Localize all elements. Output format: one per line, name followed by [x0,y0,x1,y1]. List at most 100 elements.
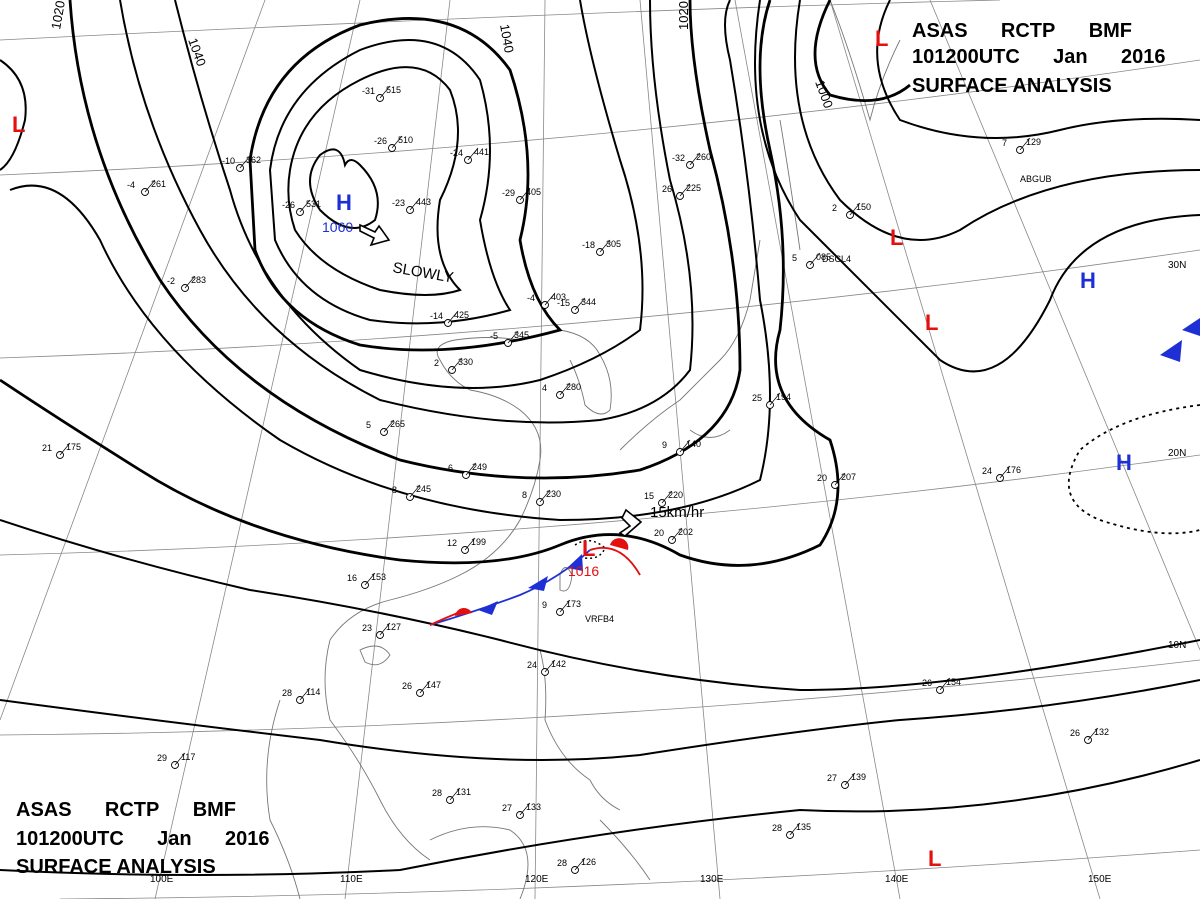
wind-barb [689,152,701,166]
station-pressure: 114 [306,687,320,697]
station-pressure: 175 [66,442,81,452]
coastline-philippines [539,649,651,881]
wind-barb [464,537,476,551]
movement-speed-label: 15km/hr [650,504,704,521]
isobar [268,39,512,325]
station-temperature: 26 [1070,728,1080,738]
station-temperature: 23 [362,623,372,633]
wind-barb [661,490,673,504]
wind-barb [679,439,691,453]
wind-barb [174,752,186,766]
wind-barb [447,310,459,324]
wind-barb [379,622,391,636]
wind-barb [465,462,477,476]
low-pressure-marker: L [928,846,941,871]
cold-front-barb [567,554,583,571]
station-temperature: 20 [654,528,664,538]
latitude-line [0,454,1200,556]
latitude-label: 30N [1168,260,1186,271]
station-temperature: 28 [772,823,782,833]
cold-front-barb [478,601,498,615]
longitude-label: 140E [885,874,909,885]
isobar [754,0,1200,373]
station-temperature: 26 [922,678,932,688]
coastline-borneo [429,826,529,899]
wind-barb [299,199,311,213]
wind-barb [559,382,571,396]
isobar [0,59,27,171]
station-temperature: 29 [157,753,167,763]
station-temperature: -31 [362,86,375,96]
station-pressure: 261 [151,179,166,189]
station-pressure: 344 [581,297,596,307]
station-pressure: 129 [1026,137,1041,147]
longitude-label: 130E [700,874,724,885]
wind-barb [679,183,691,197]
wind-barb [574,297,586,311]
wind-barb [467,147,479,161]
wind-barb [144,179,156,193]
isobar [0,519,1200,692]
high-pressure-marker: H [1116,450,1132,475]
coastline-kamchatka [829,0,901,122]
wind-barb [769,392,781,406]
cold-front-barb [1160,340,1182,362]
wind-barb [671,527,683,541]
longitude-line [829,0,1101,899]
station-pressure: 283 [191,275,206,285]
station-temperature: -15 [557,298,570,308]
coastline-china [329,337,542,641]
station-pressure: 345 [514,330,529,340]
isobar [1067,404,1200,535]
isobar [174,0,644,389]
station-temperature: 28 [282,688,292,698]
isobar [309,148,379,229]
station-pressure: 126 [581,857,596,867]
station-temperature: 8 [522,490,527,500]
pressure-systems: H 1060 L 1016 H H L L L L L [12,26,1132,871]
station-pressure: 131 [456,787,471,797]
station-temperature: 4 [542,383,547,393]
station-id: ABGUB [1020,174,1052,184]
station-temperature: 26 [402,681,412,691]
wind-barb [449,787,461,801]
station-pressure: 515 [386,85,401,95]
station-temperature: -10 [222,156,235,166]
header-line-3: SURFACE ANALYSIS [16,856,216,878]
longitude-line [154,0,361,899]
station-pressure: 249 [472,462,487,472]
station-pressure: 140 [686,439,701,449]
header-line-2: 101200UTC Jan 2016 [912,46,1165,68]
coastline-japan [619,239,761,451]
latitude-label: 10N [1168,640,1186,651]
isobar [0,679,1200,761]
pressure-value-label: 1016 [568,563,599,579]
latitude-line [0,59,1200,176]
longitude-line [0,0,266,721]
longitude-line [534,0,546,899]
station-pressure: 133 [526,802,541,812]
isobar [876,0,1200,139]
longitude-line [929,0,1200,651]
station-temperature: 6 [448,463,453,473]
low-pressure-marker: L [875,26,888,51]
station-temperature: 9 [662,440,667,450]
station-pressure: 245 [416,484,431,494]
isobar-value-label: 1020 [676,1,691,30]
low-pressure-marker: L [582,536,595,561]
isobar [248,17,563,352]
isobar [0,0,840,567]
station-temperature: -4 [127,180,135,190]
wind-barb [239,155,251,169]
station-pressure: 362 [246,155,261,165]
cold-front-barb [528,576,548,591]
isobar-value-label: 1040 [497,23,517,54]
coastline-indochina [266,639,431,899]
station-temperature: 28 [557,858,567,868]
station-pressure: 135 [796,822,811,832]
station-temperature: 26 [662,184,672,194]
isobar [119,0,694,424]
longitude-line [734,0,901,899]
latitude-line [59,849,1200,899]
longitude-label: 120E [525,874,549,885]
